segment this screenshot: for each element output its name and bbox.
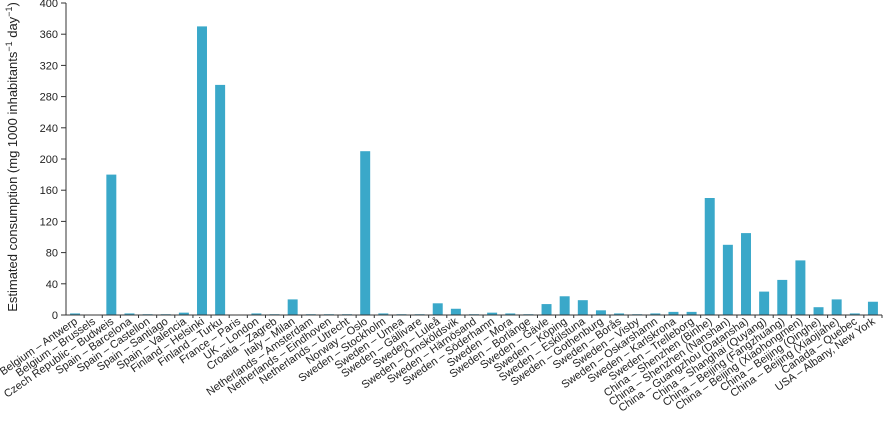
y-tick-label: 320 — [40, 60, 58, 72]
y-axis-label-sup2: −1 — [4, 7, 14, 17]
bar — [595, 310, 606, 315]
bar — [178, 312, 189, 315]
y-tick-label: 280 — [40, 92, 58, 104]
bar — [215, 84, 226, 316]
bar — [505, 313, 516, 315]
bar — [867, 301, 878, 315]
bar — [559, 296, 570, 315]
y-ticks: 0 40 80 120 160 200 240 280 320 360 400 — [40, 0, 66, 322]
bar — [541, 304, 552, 315]
y-tick-label: 360 — [40, 29, 58, 41]
bar — [686, 311, 697, 315]
y-tick-label: 0 — [52, 310, 58, 322]
bar — [813, 307, 824, 315]
y-axis-label-end: ) — [5, 2, 20, 6]
bar — [849, 313, 860, 315]
y-tick-label: 40 — [46, 279, 58, 291]
bar — [722, 244, 733, 315]
bar — [450, 308, 461, 315]
bar — [106, 174, 117, 315]
bar — [378, 313, 389, 315]
y-axis-label-main: Estimated consumption (mg 1000 inhabitan… — [5, 51, 20, 312]
y-tick-label: 160 — [40, 185, 58, 197]
bars — [70, 26, 878, 316]
bar — [487, 312, 498, 315]
y-tick-label: 80 — [46, 248, 58, 260]
y-axis-label-tail: day — [5, 16, 20, 41]
y-axis-label: Estimated consumption (mg 1000 inhabitan… — [4, 2, 20, 312]
bar — [831, 299, 842, 315]
bar — [668, 311, 679, 315]
y-tick-label: 400 — [40, 0, 58, 10]
bar — [704, 198, 715, 315]
bar — [795, 260, 806, 315]
bar — [741, 233, 751, 315]
bar — [287, 299, 298, 315]
y-tick-label: 120 — [40, 216, 58, 228]
bar — [197, 26, 207, 316]
bar — [251, 313, 262, 315]
bar — [759, 291, 770, 315]
y-axis-title: Estimated consumption (mg 1000 inhabitan… — [4, 2, 20, 312]
y-axis-label-sup1: −1 — [4, 41, 14, 51]
axes — [65, 3, 882, 316]
bar — [650, 313, 661, 315]
bar — [124, 313, 135, 315]
bar — [360, 151, 371, 315]
bar — [614, 313, 625, 315]
bar — [577, 300, 588, 315]
bar — [432, 303, 443, 315]
y-tick-label: 240 — [40, 123, 58, 135]
bar — [777, 279, 788, 315]
y-tick-label: 200 — [40, 154, 58, 166]
bar — [70, 313, 81, 315]
